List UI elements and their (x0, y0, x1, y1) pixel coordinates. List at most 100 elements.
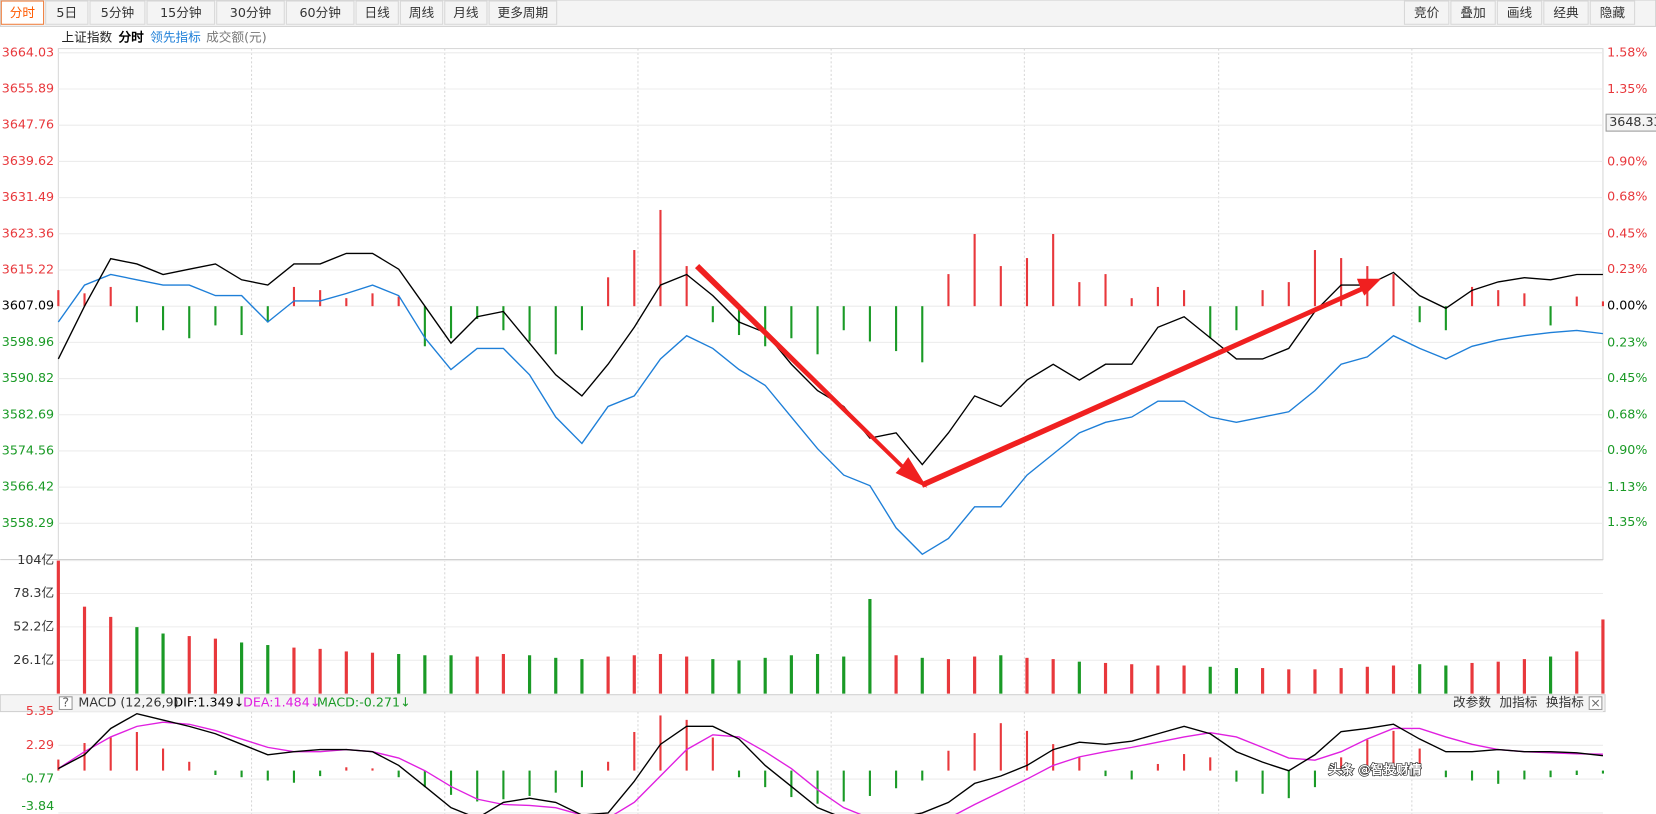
period-label[interactable]: 5分钟 (101, 5, 134, 20)
period-label[interactable]: 周线 (409, 5, 435, 20)
y-tick-label: -0.77 (21, 771, 54, 786)
y-tick-label: 3558.29 (2, 515, 54, 530)
period-button[interactable] (89, 0, 146, 25)
macd-bar (607, 761, 610, 771)
strength-bar (528, 306, 531, 342)
strength-bar (895, 306, 898, 352)
strength-bar (109, 286, 112, 307)
volume-bar (1103, 662, 1108, 694)
macd-bar (397, 770, 400, 778)
tool-label[interactable]: 经典 (1553, 5, 1579, 20)
strength-bar (1078, 282, 1081, 307)
arrow-up (920, 278, 1382, 488)
strength-bar (790, 306, 793, 339)
volume-bar (501, 653, 505, 694)
period-button[interactable] (285, 0, 355, 25)
help-box[interactable] (58, 696, 73, 711)
macd-bar (1235, 770, 1238, 782)
macd-bar (685, 719, 688, 771)
period-button[interactable] (444, 0, 488, 25)
y-tick-label: -3.84 (21, 798, 54, 813)
volume-bar (580, 659, 584, 694)
macd-bar (109, 737, 112, 771)
strength-bar (449, 306, 453, 339)
macd-bar (449, 770, 453, 795)
strength-bar (1209, 306, 1212, 339)
volume-bar (999, 655, 1003, 694)
volume-bar (1156, 665, 1160, 694)
volume-bar (1444, 665, 1448, 694)
tool-button[interactable] (1589, 0, 1636, 25)
strength-bar (1287, 282, 1290, 307)
volume-bar (1575, 651, 1579, 694)
macd-bar (1209, 757, 1212, 771)
y-tick-label: 3639.62 (2, 153, 54, 168)
macd-bar (1313, 770, 1317, 788)
tool-button[interactable] (1496, 0, 1543, 25)
strength-bar (659, 209, 662, 307)
legend-series: MACD:-0.271↓ (317, 695, 411, 710)
macd-bar (711, 737, 714, 771)
strength-bar (240, 306, 243, 336)
volume-bar (1522, 659, 1526, 694)
tool-label[interactable]: 隐藏 (1600, 5, 1626, 20)
macd-bar (1444, 770, 1447, 778)
period-label[interactable]: 月线 (453, 5, 479, 20)
period-label[interactable]: 60分钟 (299, 5, 340, 20)
macd-bar (659, 715, 662, 771)
strength-bar (633, 250, 636, 307)
close-icon[interactable] (1592, 699, 1600, 707)
indicator-button[interactable]: 改参数 (1453, 695, 1491, 710)
tool-button[interactable] (1403, 0, 1450, 25)
period-label[interactable]: 15分钟 (160, 5, 201, 20)
period-button[interactable] (146, 0, 216, 25)
macd-bar (371, 768, 374, 771)
period-button[interactable] (216, 0, 285, 25)
strength-bar (188, 306, 191, 339)
period-label[interactable]: 5日 (56, 5, 77, 20)
macd-bar (633, 731, 636, 771)
strength-bar (607, 277, 610, 307)
indicator-button[interactable]: 换指标 (1546, 695, 1584, 710)
period-button[interactable] (399, 0, 444, 25)
macd-bar (240, 770, 243, 778)
macd-bar (214, 770, 217, 776)
volume-bar (449, 655, 453, 694)
y2-tick-label: 1.13% (1607, 479, 1647, 494)
macd-bar (162, 748, 165, 771)
tool-button[interactable] (1450, 0, 1496, 25)
macd-bar (1392, 730, 1395, 771)
strength-bar (476, 306, 479, 320)
tool-label[interactable]: 叠加 (1460, 5, 1485, 20)
period-button[interactable] (45, 0, 89, 25)
period-label[interactable]: 日线 (365, 5, 391, 20)
tool-label[interactable]: 画线 (1507, 5, 1533, 20)
period-label[interactable]: 更多周期 (498, 5, 549, 20)
macd-bar (580, 770, 583, 788)
strength-bar (868, 306, 871, 342)
indicator-button[interactable]: 加指标 (1499, 695, 1537, 710)
help[interactable]: ? (62, 695, 69, 710)
strength-bar (1183, 290, 1186, 307)
volume-bar (1601, 619, 1605, 694)
strength-bar (1523, 293, 1526, 307)
tool-button[interactable] (1543, 0, 1589, 25)
strength-bar (1497, 290, 1500, 307)
volume-bar (842, 656, 846, 694)
volume-bar (868, 598, 872, 694)
period-label[interactable]: 30分钟 (230, 5, 271, 20)
strength-bar (816, 306, 819, 355)
tool-label[interactable]: 竞价 (1414, 5, 1440, 20)
period-button[interactable] (488, 0, 558, 25)
strength-bar (973, 234, 976, 307)
strength-bar (1444, 306, 1447, 331)
macd-bar (921, 770, 924, 781)
period-label[interactable]: 分时 (10, 5, 36, 20)
period-button[interactable] (355, 0, 399, 25)
strength-bar (711, 306, 714, 323)
y-tick-label: 3615.22 (2, 261, 54, 276)
period-button[interactable] (0, 0, 45, 25)
y-tick-label: 104亿 (17, 552, 54, 567)
macd-bar (502, 770, 505, 800)
